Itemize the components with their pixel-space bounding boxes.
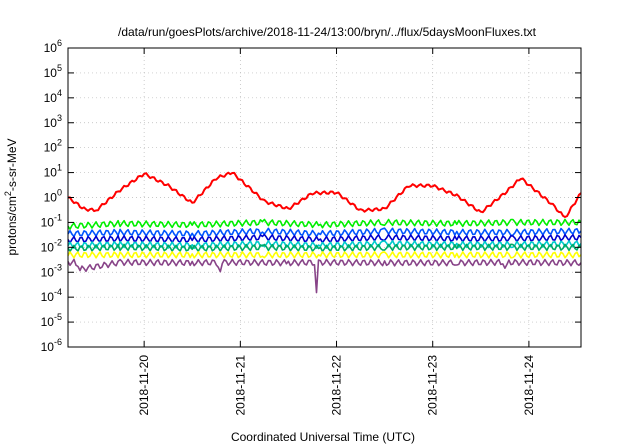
y-tick-base: 10 — [41, 290, 55, 304]
y-tick-label: 104 — [44, 88, 62, 105]
y-tick-base: 10 — [44, 191, 58, 205]
y-tick-base: 10 — [44, 141, 58, 155]
chart-title: /data/run/goesPlots/archive/2018-11-24/1… — [118, 25, 537, 39]
x-axis: 2018-11-20 2018-11-21 2018-11-22 2018-11-23… — [137, 48, 536, 416]
x-axis-label: Coordinated Universal Time (UTC) — [231, 430, 415, 444]
y-tick-label: 10-2 — [41, 237, 62, 254]
x-tick-label: 2018-11-24 — [522, 355, 536, 416]
x-tick-label: 2018-11-22 — [330, 355, 344, 416]
series-line — [67, 251, 582, 259]
y-tick-label: 105 — [44, 63, 62, 80]
y-tick-base: 10 — [44, 166, 58, 180]
y-tick-base: 10 — [41, 265, 55, 279]
y-axis-label: protons/cm2-s-sr-MeV — [3, 138, 19, 255]
y-tick-base: 10 — [44, 91, 58, 105]
x-tick-label: 2018-11-23 — [426, 355, 440, 416]
series-line — [67, 171, 582, 218]
y-tick-exponent: -6 — [54, 337, 62, 347]
y-tick-exponent: 6 — [57, 38, 62, 48]
y-tick-label: 10-1 — [41, 212, 62, 229]
y-tick-exponent: 4 — [57, 88, 62, 98]
y-tick-exponent: 5 — [57, 63, 62, 73]
y-tick-base: 10 — [41, 215, 55, 229]
y-tick-exponent: -4 — [54, 287, 62, 297]
y-tick-label: 101 — [44, 163, 62, 180]
y-tick-label: 10-5 — [41, 312, 62, 329]
y-tick-exponent: 2 — [57, 138, 62, 148]
y-axis-label-exponent: 2 — [3, 191, 13, 196]
y-tick-base: 10 — [41, 340, 55, 354]
y-tick-exponent: -5 — [54, 312, 62, 322]
y-tick-exponent: -1 — [54, 212, 62, 222]
y-axis: 10-610-510-410-310-210-11001011021031041… — [41, 38, 581, 354]
y-tick-exponent: 0 — [57, 188, 62, 198]
y-tick-base: 10 — [44, 66, 58, 80]
series-line — [67, 233, 582, 244]
y-tick-label: 103 — [44, 113, 62, 130]
y-tick-label: 100 — [44, 188, 62, 205]
series-group — [67, 171, 582, 294]
y-tick-exponent: -3 — [54, 262, 62, 272]
series-line — [67, 227, 582, 238]
y-axis-label-suffix: -s-sr-MeV — [5, 138, 19, 191]
y-tick-base: 10 — [41, 240, 55, 254]
series-line — [67, 218, 582, 230]
y-tick-exponent: 1 — [57, 163, 62, 173]
x-tick-label: 2018-11-21 — [233, 355, 247, 416]
y-tick-label: 102 — [44, 138, 62, 155]
y-tick-base: 10 — [44, 41, 58, 55]
y-tick-label: 10-3 — [41, 262, 62, 279]
series-line — [67, 258, 582, 294]
series-line — [67, 243, 582, 253]
y-tick-label: 10-4 — [41, 287, 62, 304]
y-tick-label: 106 — [44, 38, 62, 55]
y-axis-label-prefix: protons/cm — [5, 196, 19, 255]
grid — [68, 48, 581, 347]
y-tick-exponent: 3 — [57, 113, 62, 123]
y-tick-base: 10 — [44, 116, 58, 130]
x-tick-label: 2018-11-20 — [137, 355, 151, 416]
y-tick-base: 10 — [41, 315, 55, 329]
y-tick-exponent: -2 — [54, 237, 62, 247]
y-tick-label: 10-6 — [41, 337, 62, 354]
